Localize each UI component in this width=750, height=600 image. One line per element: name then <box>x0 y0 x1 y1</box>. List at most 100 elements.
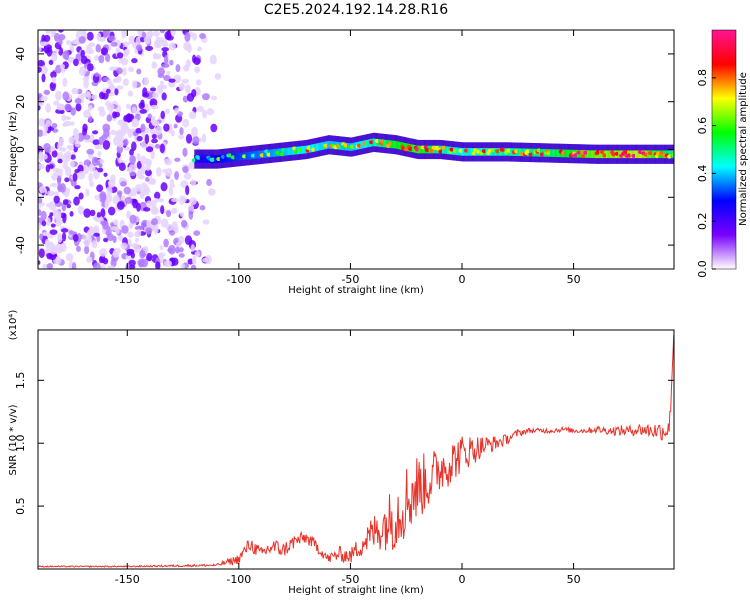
noise-speckle <box>137 167 143 177</box>
noise-speckle <box>65 253 74 262</box>
noise-speckle <box>110 221 115 228</box>
ridge-band <box>289 147 292 156</box>
noise-speckle <box>41 73 46 83</box>
ridge-band <box>538 148 541 157</box>
noise-speckle <box>110 129 117 136</box>
noise-speckle <box>122 78 130 86</box>
noise-speckle <box>42 232 49 237</box>
ridge-band <box>444 146 447 154</box>
ridge-band <box>246 152 249 160</box>
spectrogram-ticks: -150 -100 -50 0 50 -40 -20 0 20 40 <box>14 30 674 286</box>
noise-speckle <box>128 259 136 267</box>
noise-speckle <box>122 67 127 76</box>
noise-speckle <box>80 55 88 65</box>
ridge-band <box>292 147 295 155</box>
noise-speckle <box>194 250 200 258</box>
noise-speckle <box>178 235 185 244</box>
ridge-band <box>239 152 242 161</box>
ridge-band <box>441 145 444 154</box>
ridge-band <box>397 141 400 150</box>
noise-speckle <box>145 146 154 153</box>
noise-speckle <box>83 239 91 247</box>
noise-speckle <box>210 95 218 101</box>
ridge-band <box>422 145 425 154</box>
noise-speckle <box>38 248 45 259</box>
noise-speckle <box>187 44 192 54</box>
noise-speckle <box>89 209 96 217</box>
noise-speckle <box>158 252 166 258</box>
noise-speckle <box>74 140 81 148</box>
ridge-band <box>399 141 402 150</box>
noise-speckle <box>82 164 90 175</box>
noise-speckle <box>151 218 159 226</box>
ridge-band <box>569 149 572 158</box>
noise-speckle <box>181 219 188 228</box>
noise-speckle <box>191 88 197 98</box>
noise-speckle <box>127 90 134 97</box>
noise-speckle <box>38 59 45 67</box>
noise-speckle <box>109 66 116 71</box>
noise-speckle <box>102 30 111 37</box>
ridge-band <box>226 154 229 162</box>
noise-speckle <box>59 242 67 252</box>
spectrogram-x-tick-label: -150 <box>115 273 140 286</box>
noise-speckle <box>131 141 137 152</box>
ridge-band <box>304 145 307 154</box>
noise-speckle <box>182 118 190 128</box>
snr-x-tick-label: -150 <box>115 573 140 586</box>
noise-speckle <box>126 210 132 219</box>
noise-speckle <box>80 49 85 58</box>
spectrogram-y-tick-label: -40 <box>14 236 27 254</box>
noise-speckle <box>86 148 95 155</box>
ridge-band <box>518 148 521 157</box>
noise-speckle <box>75 31 81 40</box>
noise-speckle <box>64 120 72 127</box>
noise-speckle <box>43 89 51 95</box>
noise-speckle <box>168 186 174 197</box>
colorbar-ticks: 0.0 0.2 0.4 0.6 0.8 <box>696 69 716 278</box>
noise-speckle <box>75 103 82 112</box>
ridge-band <box>517 148 520 157</box>
noise-speckle <box>135 44 143 52</box>
noise-speckle <box>70 154 76 160</box>
noise-speckle <box>82 123 88 133</box>
snr-y-tick-label: 1.5 <box>14 372 27 390</box>
noise-speckle <box>112 194 120 205</box>
noise-speckle <box>50 223 56 228</box>
noise-speckle <box>145 160 151 171</box>
ridge-band <box>237 152 240 161</box>
noise-speckle <box>123 49 128 58</box>
noise-speckle <box>151 138 158 144</box>
ridge-band <box>447 146 450 155</box>
noise-speckle <box>81 234 88 240</box>
ridge-band <box>405 143 408 151</box>
noise-speckle <box>96 211 102 218</box>
noise-speckle <box>60 228 69 233</box>
noise-speckle <box>116 67 123 75</box>
noise-speckle <box>113 219 119 226</box>
noise-speckle <box>58 137 65 145</box>
ridge-band <box>257 150 260 159</box>
noise-speckle <box>159 80 165 86</box>
noise-speckle <box>136 135 143 142</box>
ridge-band <box>234 153 237 161</box>
noise-speckle <box>71 262 77 269</box>
noise-speckle <box>145 45 154 51</box>
noise-speckle <box>100 265 106 269</box>
ridge-blob <box>671 152 674 157</box>
noise-speckle <box>209 54 217 65</box>
noise-speckle <box>131 106 137 113</box>
noise-speckle <box>112 78 119 83</box>
ridge-band <box>590 150 593 158</box>
ridge-band <box>254 151 257 159</box>
ridge-band <box>509 148 512 156</box>
ridge-band <box>553 149 556 157</box>
noise-speckle <box>152 30 160 37</box>
noise-speckle <box>189 197 197 205</box>
noise-speckle <box>71 87 79 95</box>
ridge-band <box>236 153 239 161</box>
spectrogram-panel: -150 -100 -50 0 50 -40 -20 0 20 40 Height of stra… <box>8 29 675 296</box>
noise-speckle <box>102 257 109 265</box>
ridge-band <box>247 151 250 160</box>
noise-speckle <box>106 186 113 197</box>
